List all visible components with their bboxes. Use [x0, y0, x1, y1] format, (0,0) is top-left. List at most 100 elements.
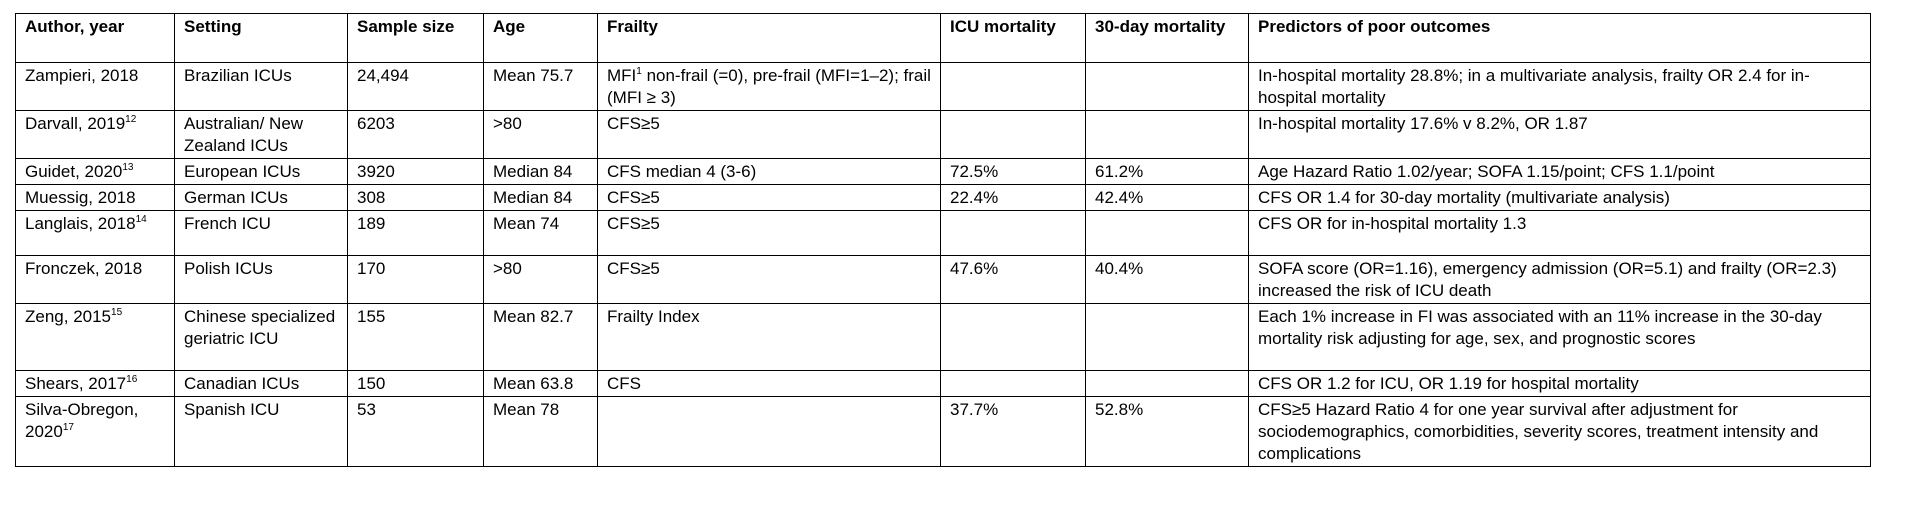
predictors-cell-text: In-hospital mortality 28.8%; in a multiv…: [1258, 66, 1810, 107]
predictors-cell-text: CFS OR 1.2 for ICU, OR 1.19 for hospital…: [1258, 374, 1639, 393]
setting-cell-text: European ICUs: [184, 162, 301, 181]
icu-mortality-cell: [940, 303, 1086, 371]
sample-size-cell: 308: [347, 184, 484, 211]
day30-mortality-cell: 52.8%: [1085, 396, 1249, 467]
day30-mortality-header: 30-day mortality: [1085, 13, 1249, 63]
day30-mortality-cell: [1085, 303, 1249, 371]
table-row: Guidet, 202013 European ICUs 3920 Median 84…: [15, 158, 1871, 185]
table-row: Zeng, 201515 Chinese specialized geriatri…: [15, 303, 1871, 371]
sample-size-cell: 170: [347, 255, 484, 304]
setting-cell: Canadian ICUs: [174, 370, 348, 397]
predictors-cell: SOFA score (OR=1.16), emergency admissio…: [1248, 255, 1871, 304]
frailty-cell: CFS median 4 (3-6): [597, 158, 941, 185]
predictors-cell: CFS OR 1.4 for 30-day mortality (multiva…: [1248, 184, 1871, 211]
day30-mortality-cell: 42.4%: [1085, 184, 1249, 211]
reference-superscript: 14: [135, 214, 147, 225]
day30-mortality-cell-text: 61.2%: [1095, 162, 1144, 181]
reference-superscript: 1: [636, 66, 642, 77]
sample-size-cell: 6203: [347, 110, 484, 159]
predictors-cell: In-hospital mortality 28.8%; in a multiv…: [1248, 62, 1871, 111]
frailty-cell: [597, 396, 941, 467]
author-year-cell-text: Zampieri, 2018: [25, 66, 139, 85]
author-year-cell: Fronczek, 2018: [15, 255, 175, 304]
predictors-cell-text: In-hospital mortality 17.6% v 8.2%, OR 1…: [1258, 114, 1588, 133]
icu-mortality-cell-text: 22.4%: [950, 188, 999, 207]
icu-mortality-cell-text: 47.6%: [950, 259, 999, 278]
frailty-cell: CFS≥5: [597, 110, 941, 159]
predictors-cell-text: Age Hazard Ratio 1.02/year; SOFA 1.15/po…: [1258, 162, 1715, 181]
sample-size-cell: 155: [347, 303, 484, 371]
age-cell-text: Mean 82.7: [493, 307, 574, 326]
icu-mortality-cell: [940, 370, 1086, 397]
frailty-text-continued: non-frail (=0), pre-frail (MFI=1–2); fra…: [607, 66, 931, 107]
day30-mortality-cell: [1085, 110, 1249, 159]
icu-mortality-cell: 72.5%: [940, 158, 1086, 185]
frailty-text: CFS≥5: [607, 214, 660, 233]
setting-cell: French ICU: [174, 210, 348, 256]
author-year-cell: Langlais, 201814: [15, 210, 175, 256]
age-cell-text: >80: [493, 114, 522, 133]
sample-size-cell-text: 6203: [357, 114, 395, 133]
author-year-cell: Silva-Obregon, 202017: [15, 396, 175, 467]
day30-mortality-cell-text: 42.4%: [1095, 188, 1144, 207]
setting-cell: Chinese specialized geriatric ICU: [174, 303, 348, 371]
author-year-cell: Muessig, 2018: [15, 184, 175, 211]
table-row: Langlais, 201814 French ICU 189 Mean 74 CFS≥…: [15, 210, 1871, 256]
age-cell-text: Median 84: [493, 188, 573, 207]
age-cell: Mean 82.7: [483, 303, 598, 371]
predictors-cell: Each 1% increase in FI was associated wi…: [1248, 303, 1871, 371]
sample-size-cell-text: 308: [357, 188, 386, 207]
age-header: Age: [483, 13, 598, 63]
frailty-cell: CFS: [597, 370, 941, 397]
age-cell-text: Mean 74: [493, 214, 560, 233]
age-cell: >80: [483, 110, 598, 159]
sample-size-cell: 3920: [347, 158, 484, 185]
author-year-header: Author, year: [15, 13, 175, 63]
reference-superscript: 16: [126, 374, 138, 385]
sample-size-cell-text: 155: [357, 307, 386, 326]
setting-cell-text: German ICUs: [184, 188, 288, 207]
age-cell: Median 84: [483, 184, 598, 211]
author-year-cell: Shears, 201716: [15, 370, 175, 397]
author-year-cell-text: Guidet, 2020: [25, 162, 123, 181]
icu-mortality-header: ICU mortality: [940, 13, 1086, 63]
setting-cell: German ICUs: [174, 184, 348, 211]
day30-mortality-cell-text: 40.4%: [1095, 259, 1144, 278]
day30-mortality-cell: [1085, 62, 1249, 111]
setting-cell: Spanish ICU: [174, 396, 348, 467]
predictors-cell-text: CFS OR 1.4 for 30-day mortality (multiva…: [1258, 188, 1670, 207]
icu-mortality-cell-text: 37.7%: [950, 400, 999, 419]
age-cell-text: Mean 63.8: [493, 374, 574, 393]
frailty-cell: CFS≥5: [597, 184, 941, 211]
age-cell: >80: [483, 255, 598, 304]
table-row: Darvall, 201912 Australian/ New Zealand I…: [15, 110, 1871, 159]
author-year-cell: Zampieri, 2018: [15, 62, 175, 111]
age-cell: Mean 75.7: [483, 62, 598, 111]
sample-size-cell: 150: [347, 370, 484, 397]
table-row: Silva-Obregon, 202017 Spanish ICU 53 Mean 7…: [15, 396, 1871, 467]
predictors-cell: CFS OR for in-hospital mortality 1.3: [1248, 210, 1871, 256]
frailty-cell: MFI1 non-frail (=0), pre-frail (MFI=1–2)…: [597, 62, 941, 111]
age-cell-text: Mean 75.7: [493, 66, 574, 85]
reference-superscript: 13: [122, 162, 134, 173]
predictors-cell: CFS≥5 Hazard Ratio 4 for one year surviv…: [1248, 396, 1871, 467]
frailty-text: CFS median 4 (3-6): [607, 162, 757, 181]
predictors-cell: CFS OR 1.2 for ICU, OR 1.19 for hospital…: [1248, 370, 1871, 397]
setting-cell: European ICUs: [174, 158, 348, 185]
frailty-text: MFI: [607, 66, 637, 85]
frailty-cell: Frailty Index: [597, 303, 941, 371]
author-year-cell-text: Silva-Obregon, 2020: [25, 400, 139, 441]
author-year-cell-text: Muessig, 2018: [25, 188, 136, 207]
day30-mortality-cell: [1085, 370, 1249, 397]
author-year-cell-text: Langlais, 2018: [25, 214, 136, 233]
icu-mortality-cell: 22.4%: [940, 184, 1086, 211]
icu-mortality-cell: [940, 110, 1086, 159]
setting-cell-text: Chinese specialized geriatric ICU: [184, 307, 336, 348]
table-row: Shears, 201716 Canadian ICUs 150 Mean 63.8 C…: [15, 370, 1871, 397]
sample-size-cell: 189: [347, 210, 484, 256]
predictors-cell-text: SOFA score (OR=1.16), emergency admissio…: [1258, 259, 1837, 300]
setting-cell-text: Brazilian ICUs: [184, 66, 292, 85]
age-cell: Mean 63.8: [483, 370, 598, 397]
predictors-header: Predictors of poor outcomes: [1248, 13, 1871, 63]
setting-header: Setting: [174, 13, 348, 63]
